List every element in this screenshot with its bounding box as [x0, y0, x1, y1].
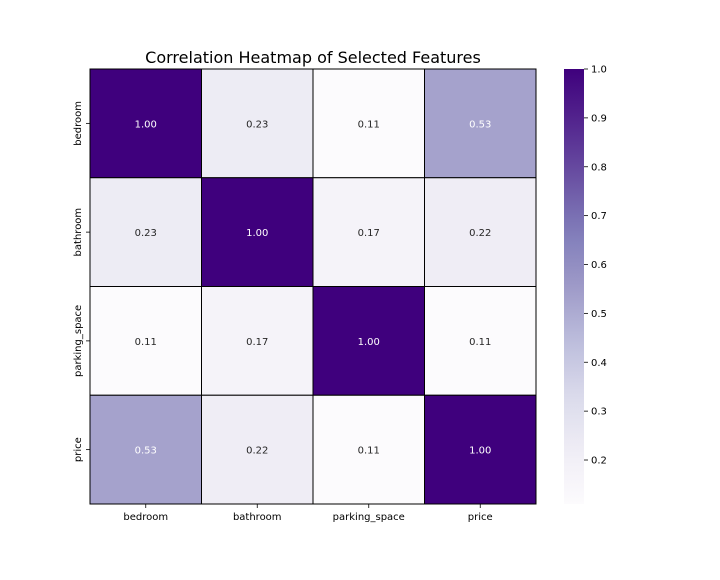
- x-tick-label: bedroom: [123, 512, 168, 523]
- heatmap-cell: [424, 177, 537, 287]
- cell-value-label: 0.23: [135, 228, 157, 239]
- heatmap-cell: [201, 286, 314, 396]
- cell-value-label: 0.11: [358, 119, 380, 130]
- colorbar-gradient: [564, 69, 584, 504]
- cell-value-label: 1.00: [358, 337, 380, 348]
- colorbar-tick-label: 0.7: [591, 211, 607, 222]
- x-tick-label: price: [468, 512, 493, 523]
- colorbar-tick-label: 0.9: [591, 113, 607, 124]
- heatmap-cell: [89, 177, 202, 287]
- colorbar-tick-label: 0.3: [591, 407, 607, 418]
- x-tick-label: bathroom: [233, 512, 282, 523]
- heatmap-cell: [424, 286, 537, 396]
- colorbar-tick-label: 0.2: [591, 456, 607, 467]
- cell-value-label: 1.00: [135, 119, 157, 130]
- chart-title: Correlation Heatmap of Selected Features: [145, 48, 481, 67]
- colorbar-tick-label: 0.4: [591, 358, 607, 369]
- colorbar-tick-label: 0.5: [591, 309, 607, 320]
- heatmap-cell: [201, 177, 314, 287]
- heatmap-cells: [89, 68, 537, 505]
- heatmap-cell: [424, 394, 537, 505]
- heatmap-cell: [201, 68, 314, 179]
- y-tick-label: bedroom: [73, 101, 84, 146]
- y-tick-label: price: [73, 437, 84, 462]
- heatmap-cell: [89, 394, 202, 505]
- heatmap-cell: [312, 394, 425, 505]
- heatmap-cell: [89, 68, 202, 179]
- cell-value-label: 0.11: [358, 446, 380, 457]
- y-tick-label: bathroom: [73, 208, 84, 257]
- cell-value-label: 1.00: [246, 228, 268, 239]
- cell-value-label: 0.11: [469, 337, 491, 348]
- cell-value-label: 0.53: [135, 446, 157, 457]
- heatmap-annotations: 1.00 0.23 0.11 0.53 0.23 1.00 0.17 0.22 0.11 0.17…: [135, 119, 492, 456]
- cell-value-label: 0.23: [246, 119, 268, 130]
- heatmap-cell: [201, 394, 314, 505]
- cell-value-label: 0.17: [246, 337, 268, 348]
- cell-value-label: 0.53: [469, 119, 491, 130]
- colorbar-tick-label: 0.8: [591, 162, 607, 173]
- colorbar: 0.2 0.3 0.4 0.5 0.6 0.7 0.8 0.9 1.0: [564, 65, 607, 504]
- cell-value-label: 1.00: [469, 446, 491, 457]
- cell-value-label: 0.17: [358, 228, 380, 239]
- heatmap-cell: [424, 68, 537, 179]
- colorbar-tick-label: 0.6: [591, 260, 607, 271]
- cell-value-label: 0.22: [469, 228, 491, 239]
- x-axis: bedroom bathroom parking_space price: [123, 504, 493, 523]
- cell-value-label: 0.11: [135, 337, 157, 348]
- cell-value-label: 0.22: [246, 446, 268, 457]
- colorbar-tick-label: 1.0: [591, 65, 607, 76]
- y-tick-label: parking_space: [73, 305, 84, 377]
- heatmap-cell: [312, 68, 425, 179]
- x-tick-label: parking_space: [333, 512, 405, 523]
